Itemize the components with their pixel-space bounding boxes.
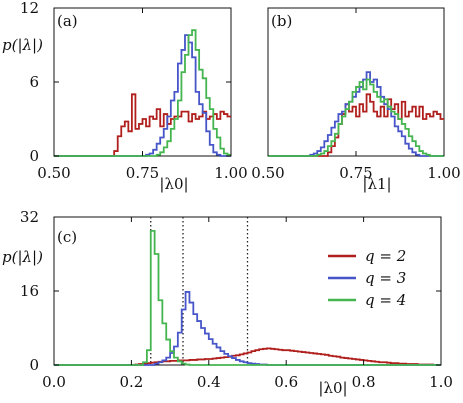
series-layer: [54, 29, 231, 157]
x-tick-label: 1.0: [429, 373, 453, 391]
tick-layer: 0.0 0.2 0.4 0.6 0.8 1.0 0 16 32: [20, 208, 453, 391]
x-tick-label: 0.75: [126, 164, 159, 182]
series-line-q2: [54, 347, 441, 366]
panel-label: (b): [271, 12, 292, 30]
x-axis-label: |λ1|: [362, 175, 391, 193]
y-tick-label: 12: [20, 0, 39, 17]
x-axis-label: |λ0|: [159, 175, 188, 193]
x-tick-label: 0.50: [251, 164, 284, 182]
x-tick-label: 0.8: [352, 373, 376, 391]
panel-b: (b) |λ1| 0.50 0.75 1.00: [251, 7, 461, 193]
series-layer: [268, 71, 444, 157]
x-axis-label: |λ0|: [318, 379, 347, 397]
legend: q = 2 q = 3 q = 4: [328, 247, 406, 309]
panel-c: (c) p(|λ|) |λ0| 0.0 0.2 0.4 0.6 0.8 1.001632 …: [2, 208, 453, 397]
series-line-q3: [54, 34, 231, 157]
legend-label-q3: q = 3: [365, 269, 406, 287]
series-line-q4: [54, 229, 441, 366]
y-tick-label: 0: [29, 147, 39, 165]
x-tick-label: 0.2: [119, 373, 143, 391]
panel-label: (c): [57, 228, 77, 246]
x-tick-label: 1.00: [214, 164, 247, 182]
y-tick-label: 32: [20, 208, 39, 226]
y-tick-label: 0: [29, 356, 39, 374]
reference-lines: [150, 217, 249, 365]
tick-layer: 0.50 0.75 1.00 0 6 12: [20, 0, 248, 182]
tick-layer: 0.50 0.75 1.00: [251, 8, 461, 182]
y-axis-label: p(|λ|): [2, 36, 43, 54]
series-line-q4: [268, 78, 444, 157]
x-tick-label: 0.6: [274, 373, 298, 391]
x-tick-label: 0.50: [37, 164, 70, 182]
y-tick-label: 6: [29, 73, 39, 91]
y-axis-label: p(|λ|): [2, 248, 43, 266]
x-tick-label: 1.00: [427, 164, 460, 182]
panel-label: (a): [57, 12, 78, 30]
y-tick-label: 16: [20, 282, 39, 300]
x-tick-label: 0.75: [339, 164, 372, 182]
plot-frame: [267, 7, 445, 157]
legend-label-q2: q = 2: [365, 247, 406, 265]
legend-label-q4: q = 4: [365, 291, 406, 309]
x-tick-label: 0.0: [42, 373, 66, 391]
plot-frame: [53, 7, 232, 157]
series-line-q2: [54, 93, 231, 157]
series-layer: [54, 229, 441, 366]
x-tick-label: 0.4: [197, 373, 221, 391]
series-line-q4: [54, 29, 231, 157]
panel-a: (a) p(|λ|) |λ0| 0.50 0.75 1.00 0 6 12: [2, 0, 248, 193]
